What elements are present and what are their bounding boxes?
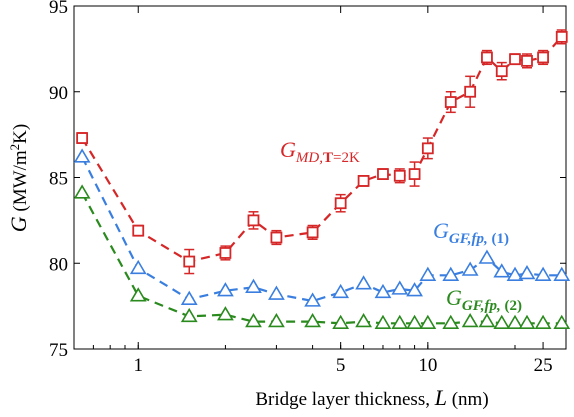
data-point <box>393 169 406 182</box>
data-point <box>180 290 198 305</box>
ticks-layer: 75 80 85 90 95 1 5 10 25 <box>49 0 567 376</box>
data-point <box>521 54 533 67</box>
data-point <box>391 280 409 295</box>
data-point <box>537 51 549 64</box>
data-point <box>377 168 389 180</box>
data-point <box>406 282 423 297</box>
data-point <box>495 65 508 78</box>
data-point <box>442 266 460 281</box>
data-point <box>444 96 457 108</box>
data-point <box>374 314 392 329</box>
x-tick-label: 25 <box>534 355 553 376</box>
data-point <box>304 292 321 307</box>
annotation-gf1: GGF,fp, (1) <box>433 218 509 247</box>
data-point <box>506 266 524 281</box>
data-point <box>493 314 511 329</box>
x-tick-label: 1 <box>133 355 143 376</box>
y-tick-label: 90 <box>49 83 68 104</box>
data-point <box>442 314 460 329</box>
data-point <box>245 278 262 293</box>
data-point <box>391 314 409 329</box>
data-point <box>553 266 571 281</box>
data-point <box>268 285 285 300</box>
y-tick-label: 80 <box>49 254 68 275</box>
data-point <box>219 247 232 259</box>
data-point <box>406 314 423 329</box>
series-line <box>81 156 562 303</box>
data-point <box>481 51 493 64</box>
data-point <box>461 312 479 328</box>
annotation-gf2: GGF,fp, (2) <box>446 285 522 314</box>
data-point <box>129 287 147 302</box>
x-axis-title: Bridge layer thickness, L (nm) <box>255 385 488 410</box>
data-point <box>421 142 434 155</box>
data-point <box>374 283 392 299</box>
y-tick-label: 75 <box>49 340 68 361</box>
data-point <box>132 224 145 237</box>
data-point <box>419 314 437 329</box>
data-point <box>76 132 89 144</box>
y-tick-label: 85 <box>49 169 68 190</box>
data-point <box>217 282 234 297</box>
annotation-md: GMD,T=2K <box>280 137 360 166</box>
series-1 <box>73 148 571 307</box>
data-point <box>180 307 198 323</box>
data-point <box>553 314 571 329</box>
data-point <box>332 314 350 329</box>
series-0 <box>76 29 568 275</box>
data-point <box>555 30 568 43</box>
data-point <box>534 266 552 281</box>
data-point <box>268 312 285 328</box>
data-point <box>355 275 372 290</box>
data-point <box>355 312 372 328</box>
y-axis-title: G (MW/m2K) <box>6 124 31 232</box>
data-point <box>534 314 552 329</box>
data-point <box>129 259 147 275</box>
data-point <box>419 266 437 281</box>
series-2 <box>73 184 571 329</box>
data-point <box>245 312 262 328</box>
data-point <box>73 184 91 199</box>
data-point <box>478 249 496 264</box>
data-point <box>509 53 521 66</box>
data-point <box>518 314 536 329</box>
data-point <box>217 306 234 321</box>
data-point <box>334 197 347 210</box>
series-layer <box>73 29 571 329</box>
data-point <box>506 314 524 329</box>
x-tick-label: 5 <box>336 355 346 376</box>
data-point <box>461 261 479 276</box>
data-point <box>493 263 511 278</box>
data-point <box>270 231 283 244</box>
data-point <box>183 255 196 268</box>
y-tick-label: 95 <box>49 0 68 18</box>
data-point <box>304 312 321 328</box>
data-point <box>332 283 350 299</box>
x-tick-label: 10 <box>418 355 437 376</box>
data-point <box>518 264 536 280</box>
data-point <box>478 312 496 328</box>
data-point <box>306 226 319 239</box>
data-point <box>464 85 477 98</box>
data-point <box>247 214 260 227</box>
data-point <box>408 168 421 180</box>
data-point <box>357 175 370 187</box>
data-point <box>73 148 91 163</box>
